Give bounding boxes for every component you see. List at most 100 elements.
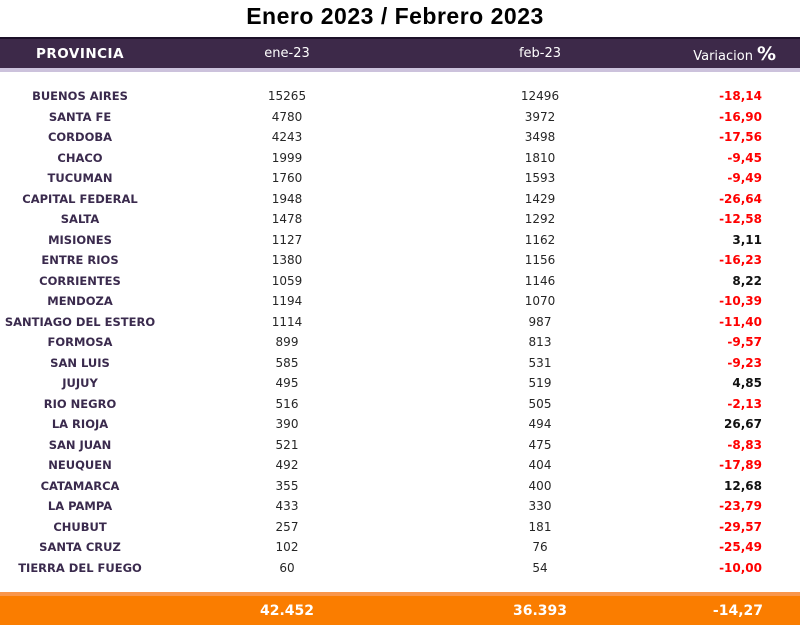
variation-value: -18,14 xyxy=(719,89,762,104)
total-ene: 42.452 xyxy=(259,602,315,619)
header-col-feb: feb-23 xyxy=(518,46,562,61)
feb-value: 3498 xyxy=(524,130,556,145)
province-name: FORMOSA xyxy=(47,335,113,350)
variation-value: -2,13 xyxy=(727,396,762,411)
table-row: SANTA CRUZ 102 76 -25,49 xyxy=(0,537,800,558)
province-name: SANTA FE xyxy=(48,109,112,124)
province-name: SAN LUIS xyxy=(50,355,110,370)
feb-value: 531 xyxy=(528,355,552,370)
ene-value: 1760 xyxy=(271,171,303,186)
province-name: SANTIAGO DEL ESTERO xyxy=(4,314,156,329)
total-variacion: -14,27 xyxy=(712,602,763,619)
variacion-label: Variacion xyxy=(693,48,753,64)
variation-value: -25,49 xyxy=(719,540,762,555)
feb-value: 1429 xyxy=(524,191,556,206)
ene-value: 1127 xyxy=(271,232,303,247)
ene-value: 1948 xyxy=(271,191,303,206)
feb-value: 505 xyxy=(528,396,552,411)
variation-value: -12,58 xyxy=(719,212,762,227)
ene-value: 433 xyxy=(275,499,299,514)
ene-value: 585 xyxy=(275,355,299,370)
variation-value: -16,23 xyxy=(719,253,762,268)
table-row: CHUBUT 257 181 -29,57 xyxy=(0,517,800,538)
variation-value: 8,22 xyxy=(732,273,762,288)
province-name: CHACO xyxy=(57,150,103,165)
ene-value: 1194 xyxy=(271,294,303,309)
variation-value: -26,64 xyxy=(719,191,762,206)
variation-value: -17,56 xyxy=(719,130,762,145)
province-name: SALTA xyxy=(60,212,100,227)
page-title: Enero 2023 / Febrero 2023 xyxy=(246,3,544,29)
totals-bar: 42.452 36.393 -14,27 xyxy=(0,592,800,625)
table-row: SANTIAGO DEL ESTERO 1114 987 -11,40 xyxy=(0,312,800,333)
province-name: ENTRE RIOS xyxy=(41,253,119,268)
feb-value: 12496 xyxy=(520,89,560,104)
feb-value: 475 xyxy=(528,437,552,452)
province-name: MISIONES xyxy=(48,232,112,247)
table-row: BUENOS AIRES 15265 12496 -18,14 xyxy=(0,86,800,107)
table-header: PROVINCIA ene-23 feb-23 Variacion % xyxy=(0,37,800,68)
table-row: SALTA 1478 1292 -12,58 xyxy=(0,209,800,230)
province-name: MENDOZA xyxy=(47,294,113,309)
province-name: NEUQUEN xyxy=(48,458,112,473)
ene-value: 1999 xyxy=(271,150,303,165)
ene-value: 495 xyxy=(275,376,299,391)
table-row: ENTRE RIOS 1380 1156 -16,23 xyxy=(0,250,800,271)
feb-value: 54 xyxy=(532,560,548,575)
province-name: CORDOBA xyxy=(47,130,113,145)
ene-value: 521 xyxy=(275,437,299,452)
table-row: CORRIENTES 1059 1146 8,22 xyxy=(0,271,800,292)
ene-value: 355 xyxy=(275,478,299,493)
table-row: SANTA FE 4780 3972 -16,90 xyxy=(0,107,800,128)
feb-value: 519 xyxy=(528,376,552,391)
table-row: LA PAMPA 433 330 -23,79 xyxy=(0,496,800,517)
province-name: CHUBUT xyxy=(53,519,107,534)
ene-value: 102 xyxy=(275,540,299,555)
table-row: LA RIOJA 390 494 26,67 xyxy=(0,414,800,435)
ene-value: 516 xyxy=(275,396,299,411)
province-name: CORRIENTES xyxy=(39,273,121,288)
ene-value: 1380 xyxy=(271,253,303,268)
feb-value: 1292 xyxy=(524,212,556,227)
province-name: SAN JUAN xyxy=(48,437,112,452)
feb-value: 1810 xyxy=(524,150,556,165)
variation-value: -10,00 xyxy=(719,560,762,575)
table-row: FORMOSA 899 813 -9,57 xyxy=(0,332,800,353)
province-name: TIERRA DEL FUEGO xyxy=(18,560,142,575)
feb-value: 404 xyxy=(528,458,552,473)
province-name: LA RIOJA xyxy=(51,417,109,432)
feb-value: 1070 xyxy=(524,294,556,309)
percent-symbol: % xyxy=(756,42,776,65)
feb-value: 1156 xyxy=(524,253,556,268)
variation-value: 4,85 xyxy=(732,376,762,391)
feb-value: 181 xyxy=(528,519,552,534)
ene-value: 492 xyxy=(275,458,299,473)
table-row: RIO NEGRO 516 505 -2,13 xyxy=(0,394,800,415)
province-name: JUJUY xyxy=(62,376,98,391)
province-name: SANTA CRUZ xyxy=(39,540,121,555)
ene-value: 257 xyxy=(275,519,299,534)
province-name: TUCUMAN xyxy=(47,171,113,186)
province-name: CATAMARCA xyxy=(40,478,120,493)
variation-value: 26,67 xyxy=(724,417,762,432)
table-row: TUCUMAN 1760 1593 -9,49 xyxy=(0,168,800,189)
feb-value: 3972 xyxy=(524,109,556,124)
ene-value: 15265 xyxy=(267,89,307,104)
feb-value: 76 xyxy=(532,540,548,555)
feb-value: 987 xyxy=(528,314,552,329)
table-row: CATAMARCA 355 400 12,68 xyxy=(0,476,800,497)
feb-value: 1146 xyxy=(524,273,556,288)
variation-value: -29,57 xyxy=(719,519,762,534)
feb-value: 813 xyxy=(528,335,552,350)
variation-value: -10,39 xyxy=(719,294,762,309)
variation-value: 3,11 xyxy=(732,232,762,247)
header-col-variacion: Variacion % xyxy=(666,43,800,65)
feb-value: 1593 xyxy=(524,171,556,186)
ene-value: 1114 xyxy=(271,314,303,329)
province-name: LA PAMPA xyxy=(47,499,113,514)
variation-value: -8,83 xyxy=(727,437,762,452)
variation-value: -9,49 xyxy=(727,171,762,186)
total-feb: 36.393 xyxy=(512,602,568,619)
ene-value: 60 xyxy=(279,560,295,575)
